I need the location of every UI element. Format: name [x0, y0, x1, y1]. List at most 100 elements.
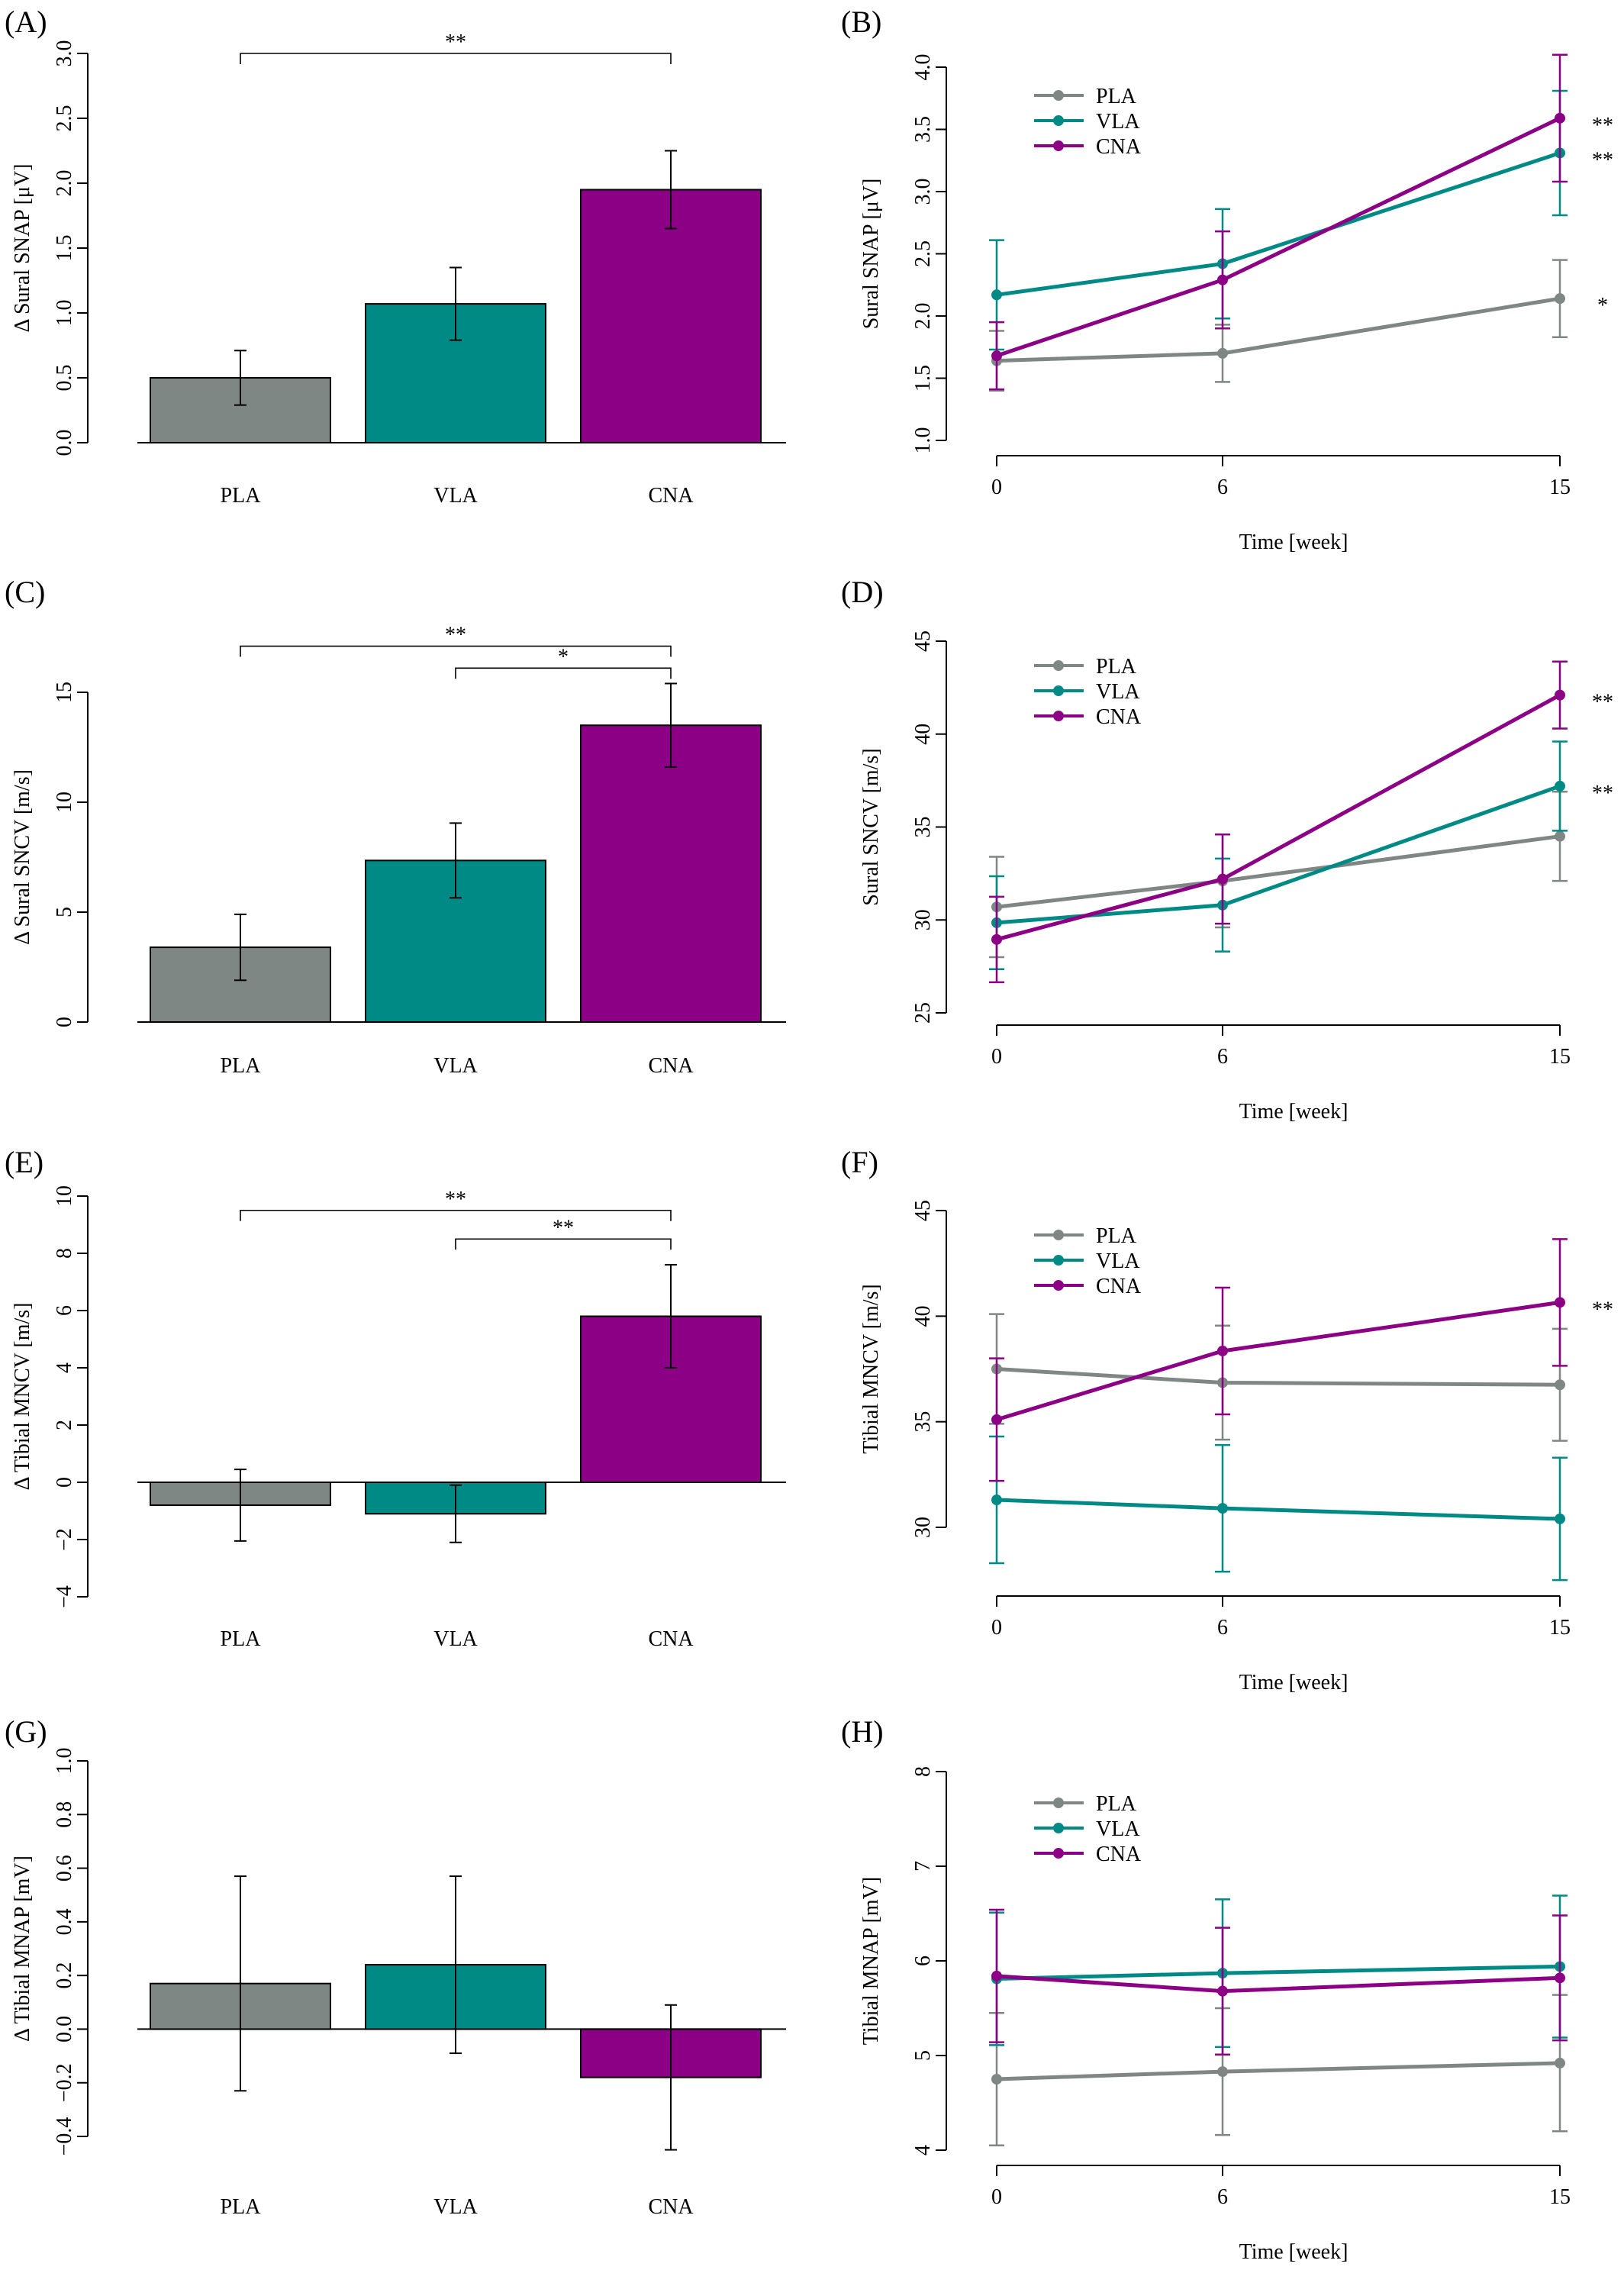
series-pla	[989, 1994, 1568, 2147]
x-tick-label: 0	[991, 2185, 1002, 2209]
y-axis-label: Δ Sural SNCV [m/s]	[11, 769, 34, 945]
data-point	[1555, 1513, 1565, 1524]
series-line	[996, 296, 1561, 363]
y-tick-label: 7	[911, 1861, 935, 1872]
legend-marker	[1053, 1230, 1064, 1240]
x-tick-label: 0	[991, 1045, 1002, 1069]
y-tick-label: 3.0	[911, 179, 935, 205]
significance-label: **	[445, 624, 466, 647]
legend-label: CNA	[1096, 1843, 1142, 1866]
y-tick-label: 2.0	[53, 170, 76, 197]
x-tick-label: 6	[1217, 2185, 1228, 2209]
data-point	[1217, 347, 1228, 359]
y-tick-label: 1.0	[53, 300, 76, 327]
legend-marker	[1053, 711, 1064, 721]
data-point	[1217, 1503, 1228, 1514]
series-pla	[989, 1313, 1568, 1442]
y-tick-label: 5	[911, 2050, 935, 2061]
panel-H: (H) 4 5 6 7 8 Tibial MNAP [mV] 0 6 15 Time [week] P…	[841, 1714, 1571, 2264]
data-point	[1217, 873, 1228, 885]
y-tick-label: −4	[53, 1585, 76, 1608]
data-point	[1555, 112, 1565, 124]
category-label: VLA	[433, 1054, 478, 1078]
legend-marker	[1053, 1255, 1064, 1266]
x-tick-label: 0	[991, 476, 1002, 499]
data-point	[1555, 1297, 1565, 1308]
legend-label: CNA	[1096, 705, 1142, 729]
significance-bracket	[240, 1209, 672, 1221]
legend-marker	[1053, 660, 1064, 671]
significance-label: **	[1592, 114, 1613, 137]
series-vla	[989, 1894, 1568, 2049]
y-tick-label: 40	[911, 1305, 935, 1327]
x-tick-label: 15	[1549, 1616, 1571, 1640]
legend-marker	[1053, 1798, 1064, 1808]
series-line	[996, 1498, 1561, 1521]
y-tick-label: 10	[53, 1185, 76, 1207]
series-line	[996, 1367, 1561, 1387]
category-label: CNA	[648, 1627, 694, 1651]
legend-marker	[1053, 1280, 1064, 1291]
panel-label: (F)	[841, 1145, 878, 1179]
y-tick-label: 1.0	[911, 427, 935, 454]
panel-B: (B) 1.0 1.5 2.0 2.5 3.0 3.5 4.0 Sural SNAP [μV] 0…	[841, 5, 1613, 554]
legend-marker	[1053, 1848, 1064, 1859]
series-line	[996, 1300, 1561, 1422]
significance-bracket	[240, 53, 672, 64]
legend-marker	[1053, 140, 1064, 151]
legend-label: VLA	[1096, 110, 1140, 134]
data-point	[1555, 293, 1565, 305]
x-tick-label: 15	[1549, 1045, 1571, 1069]
data-point	[1217, 2066, 1228, 2078]
panel-label: (C)	[5, 575, 45, 609]
series-line	[996, 1964, 1561, 1981]
y-tick-label: 1.5	[911, 365, 935, 392]
series-line	[996, 784, 1561, 925]
panel-label: (A)	[5, 5, 47, 39]
category-label: VLA	[433, 2195, 478, 2219]
significance-label: **	[1592, 782, 1613, 805]
data-point	[1555, 2057, 1565, 2068]
data-point	[1217, 1985, 1228, 1997]
data-point	[1555, 780, 1565, 792]
series-line	[996, 151, 1561, 297]
legend-label: VLA	[1096, 1249, 1140, 1273]
y-tick-label: 10	[53, 792, 76, 813]
category-label: PLA	[221, 1054, 262, 1078]
legend-label: PLA	[1096, 85, 1137, 108]
panel-E: (E) −4 −2 0 2 4 6 8 10 Δ Tibial MNCV [m/s] PLA VLA C…	[5, 1145, 786, 1651]
y-tick-label: 6	[911, 1956, 935, 1966]
series-cna: **	[989, 660, 1613, 984]
y-tick-label: 0	[53, 1017, 76, 1027]
significance-bracket	[455, 1238, 672, 1250]
data-point	[1555, 830, 1565, 842]
y-axis-label: Sural SNAP [μV]	[859, 179, 883, 330]
data-point	[1217, 1345, 1228, 1356]
y-tick-label: 45	[911, 1200, 935, 1221]
series-vla: **	[989, 89, 1613, 351]
y-tick-label: 8	[53, 1248, 76, 1259]
y-tick-label: 45	[911, 630, 935, 652]
category-label: CNA	[648, 2195, 694, 2219]
series-cna: **	[989, 1238, 1613, 1482]
bar-cna	[580, 724, 762, 1023]
data-point	[991, 289, 1002, 301]
panel-G: (G) −0.4 −0.2 0.0 0.2 0.4 0.6 0.8 1.0 Δ Tibial MN…	[5, 1714, 786, 2219]
data-point	[1217, 274, 1228, 285]
legend-label: PLA	[1096, 1224, 1137, 1248]
series-pla: *	[989, 259, 1608, 392]
category-label: PLA	[221, 1627, 262, 1651]
y-tick-label: −0.4	[53, 2117, 76, 2156]
legend-marker	[1053, 115, 1064, 126]
significance-label: **	[445, 31, 466, 54]
significance-label: **	[1592, 691, 1613, 714]
significance-label: **	[1592, 148, 1613, 172]
legend-label: PLA	[1096, 1792, 1137, 1816]
significance-label: **	[445, 1188, 466, 1211]
significance-label: *	[1597, 294, 1608, 318]
